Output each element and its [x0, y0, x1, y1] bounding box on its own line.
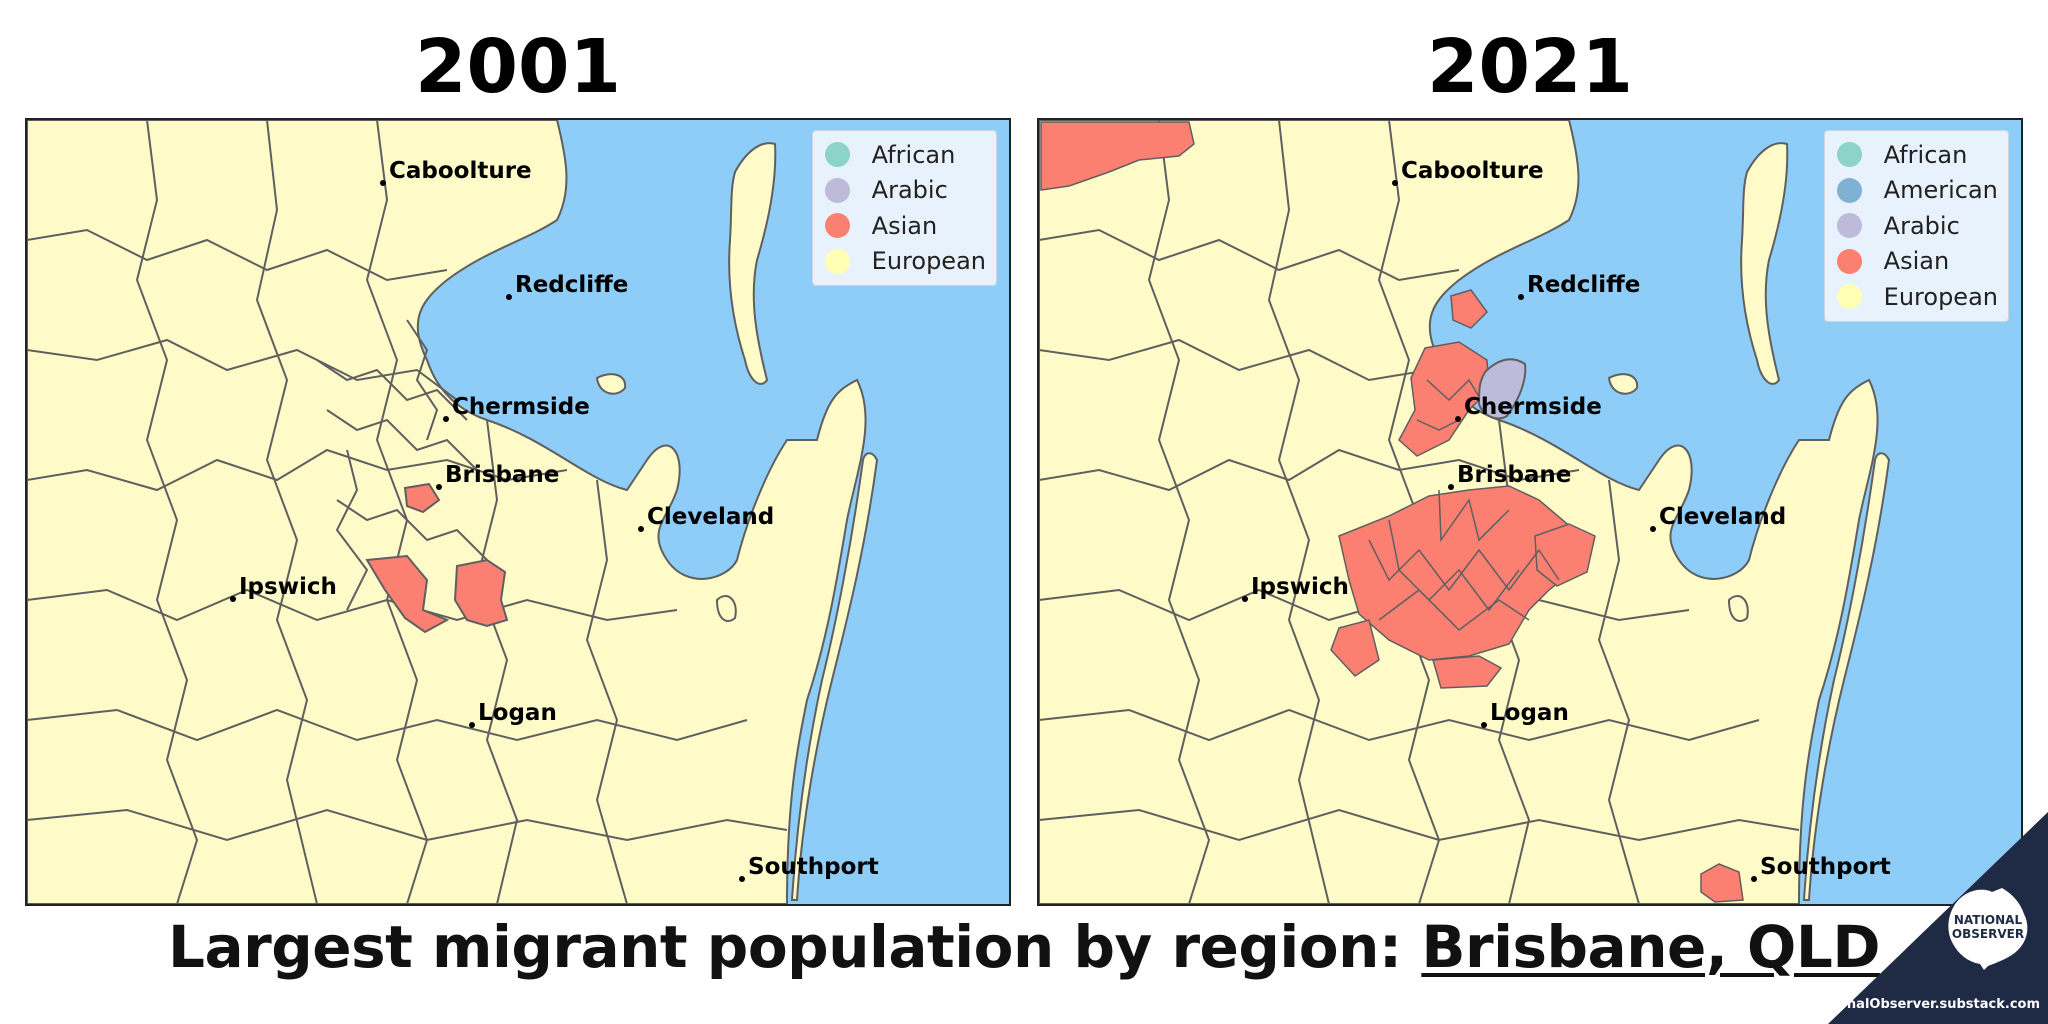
city-marker — [1242, 596, 1248, 602]
map-graphic-2001 — [27, 120, 879, 904]
headline-prefix: Largest migrant population by region: — [168, 913, 1422, 981]
logo-line-1: NATIONAL — [1954, 913, 2023, 927]
legend-item: European — [824, 244, 986, 280]
city-name: Southport — [1760, 854, 1891, 880]
legend-item: African — [824, 137, 986, 173]
legend-swatch-african — [1836, 142, 1862, 168]
asian-regions — [1040, 121, 1744, 903]
legend-item: Asian — [824, 208, 986, 244]
city-name: Redcliffe — [1527, 272, 1641, 298]
city-label-chermside: Chermside — [443, 394, 590, 422]
city-label-caboolture: Caboolture — [380, 158, 532, 186]
legend-label: European — [1883, 282, 1998, 311]
city-name: Cleveland — [647, 504, 775, 530]
city-label-logan: Logan — [1481, 700, 1569, 728]
city-name: Caboolture — [1401, 158, 1544, 184]
city-label-cleveland: Cleveland — [1650, 504, 1787, 532]
legend-label: African — [871, 140, 956, 169]
legend-item: Arabic — [1836, 208, 1998, 244]
city-label-southport: Southport — [1751, 854, 1891, 882]
city-marker — [1392, 180, 1398, 186]
city-name: Brisbane — [445, 462, 560, 488]
legend-swatch-european — [1836, 284, 1862, 310]
legend-swatch-asian — [1836, 248, 1862, 274]
year-title-2021: 2021 — [1427, 24, 1633, 110]
asian-region-borders — [1368, 378, 1560, 631]
legend-label: Arabic — [871, 176, 948, 205]
city-label-ipswich: Ipswich — [1242, 574, 1349, 602]
arabic-region — [1477, 358, 1527, 420]
city-name: Ipswich — [239, 574, 337, 600]
city-label-southport: Southport — [739, 854, 879, 882]
city-marker — [739, 876, 745, 882]
city-name: Logan — [478, 700, 557, 726]
map-2021: African American Arabic Asian European C… — [1037, 118, 2023, 906]
map-graphic-2021 — [1039, 120, 1891, 904]
city-marker — [1518, 294, 1524, 300]
city-label-brisbane: Brisbane — [1448, 462, 1572, 490]
year-title-2001: 2001 — [415, 24, 621, 110]
city-marker — [443, 416, 449, 422]
city-marker — [1481, 722, 1487, 728]
region-borders — [1039, 120, 1800, 904]
city-label-redcliffe: Redcliffe — [1518, 272, 1641, 300]
legend-swatch-arabic — [824, 177, 850, 203]
city-label-cleveland: Cleveland — [638, 504, 775, 532]
city-name: Redcliffe — [515, 272, 629, 298]
city-marker — [506, 294, 512, 300]
legend-swatch-european — [824, 248, 850, 274]
city-marker — [380, 180, 386, 186]
city-marker — [638, 526, 644, 532]
logo-line-2: OBSERVER — [1952, 927, 2024, 941]
city-name: Cleveland — [1659, 504, 1787, 530]
brand-url: NationalObserver.substack.com — [1807, 997, 2040, 1012]
legend-label: Arabic — [1883, 211, 1960, 240]
city-label-ipswich: Ipswich — [230, 574, 337, 602]
city-label-logan: Logan — [469, 700, 557, 728]
legend-item: Arabic — [824, 173, 986, 209]
city-marker — [1650, 526, 1656, 532]
legend-swatch-asian — [824, 213, 850, 239]
city-name: Southport — [748, 854, 879, 880]
legend-label: European — [871, 247, 986, 276]
legend-swatch-african — [824, 142, 850, 168]
region-borders — [27, 120, 788, 904]
city-label-chermside: Chermside — [1455, 394, 1602, 422]
legend-label: Asian — [871, 211, 938, 240]
headline: Largest migrant population by region: Br… — [0, 918, 2048, 976]
city-name: Caboolture — [389, 158, 532, 184]
legend-2001: African Arabic Asian European — [811, 130, 997, 286]
city-marker — [469, 722, 475, 728]
city-label-redcliffe: Redcliffe — [506, 272, 629, 300]
national-observer-logo: NATIONAL OBSERVER — [1948, 888, 2028, 970]
legend-swatch-american — [1836, 177, 1862, 203]
headline-place: Brisbane, QLD — [1421, 913, 1880, 981]
legend-item: Asian — [1836, 244, 1998, 280]
city-name: Brisbane — [1457, 462, 1572, 488]
legend-label: American — [1883, 176, 1998, 205]
city-name: Chermside — [1464, 394, 1602, 420]
city-name: Ipswich — [1251, 574, 1349, 600]
legend-item: European — [1836, 279, 1998, 315]
legend-item: African — [1836, 137, 1998, 173]
legend-item: American — [1836, 173, 1998, 209]
city-marker — [1448, 484, 1454, 490]
city-label-brisbane: Brisbane — [436, 462, 560, 490]
legend-label: Asian — [1883, 247, 1950, 276]
legend-label: African — [1883, 140, 1968, 169]
city-marker — [436, 484, 442, 490]
city-marker — [1455, 416, 1461, 422]
legend-swatch-arabic — [1836, 213, 1862, 239]
map-2001: African Arabic Asian European Caboolture… — [25, 118, 1011, 906]
city-name: Logan — [1490, 700, 1569, 726]
city-marker — [230, 596, 236, 602]
brand-corner-triangle — [1828, 812, 2048, 1024]
legend-2021: African American Arabic Asian European — [1823, 130, 2009, 322]
city-marker — [1751, 876, 1757, 882]
asian-regions — [365, 482, 509, 634]
land — [27, 120, 879, 904]
city-label-caboolture: Caboolture — [1392, 158, 1544, 186]
city-name: Chermside — [452, 394, 590, 420]
